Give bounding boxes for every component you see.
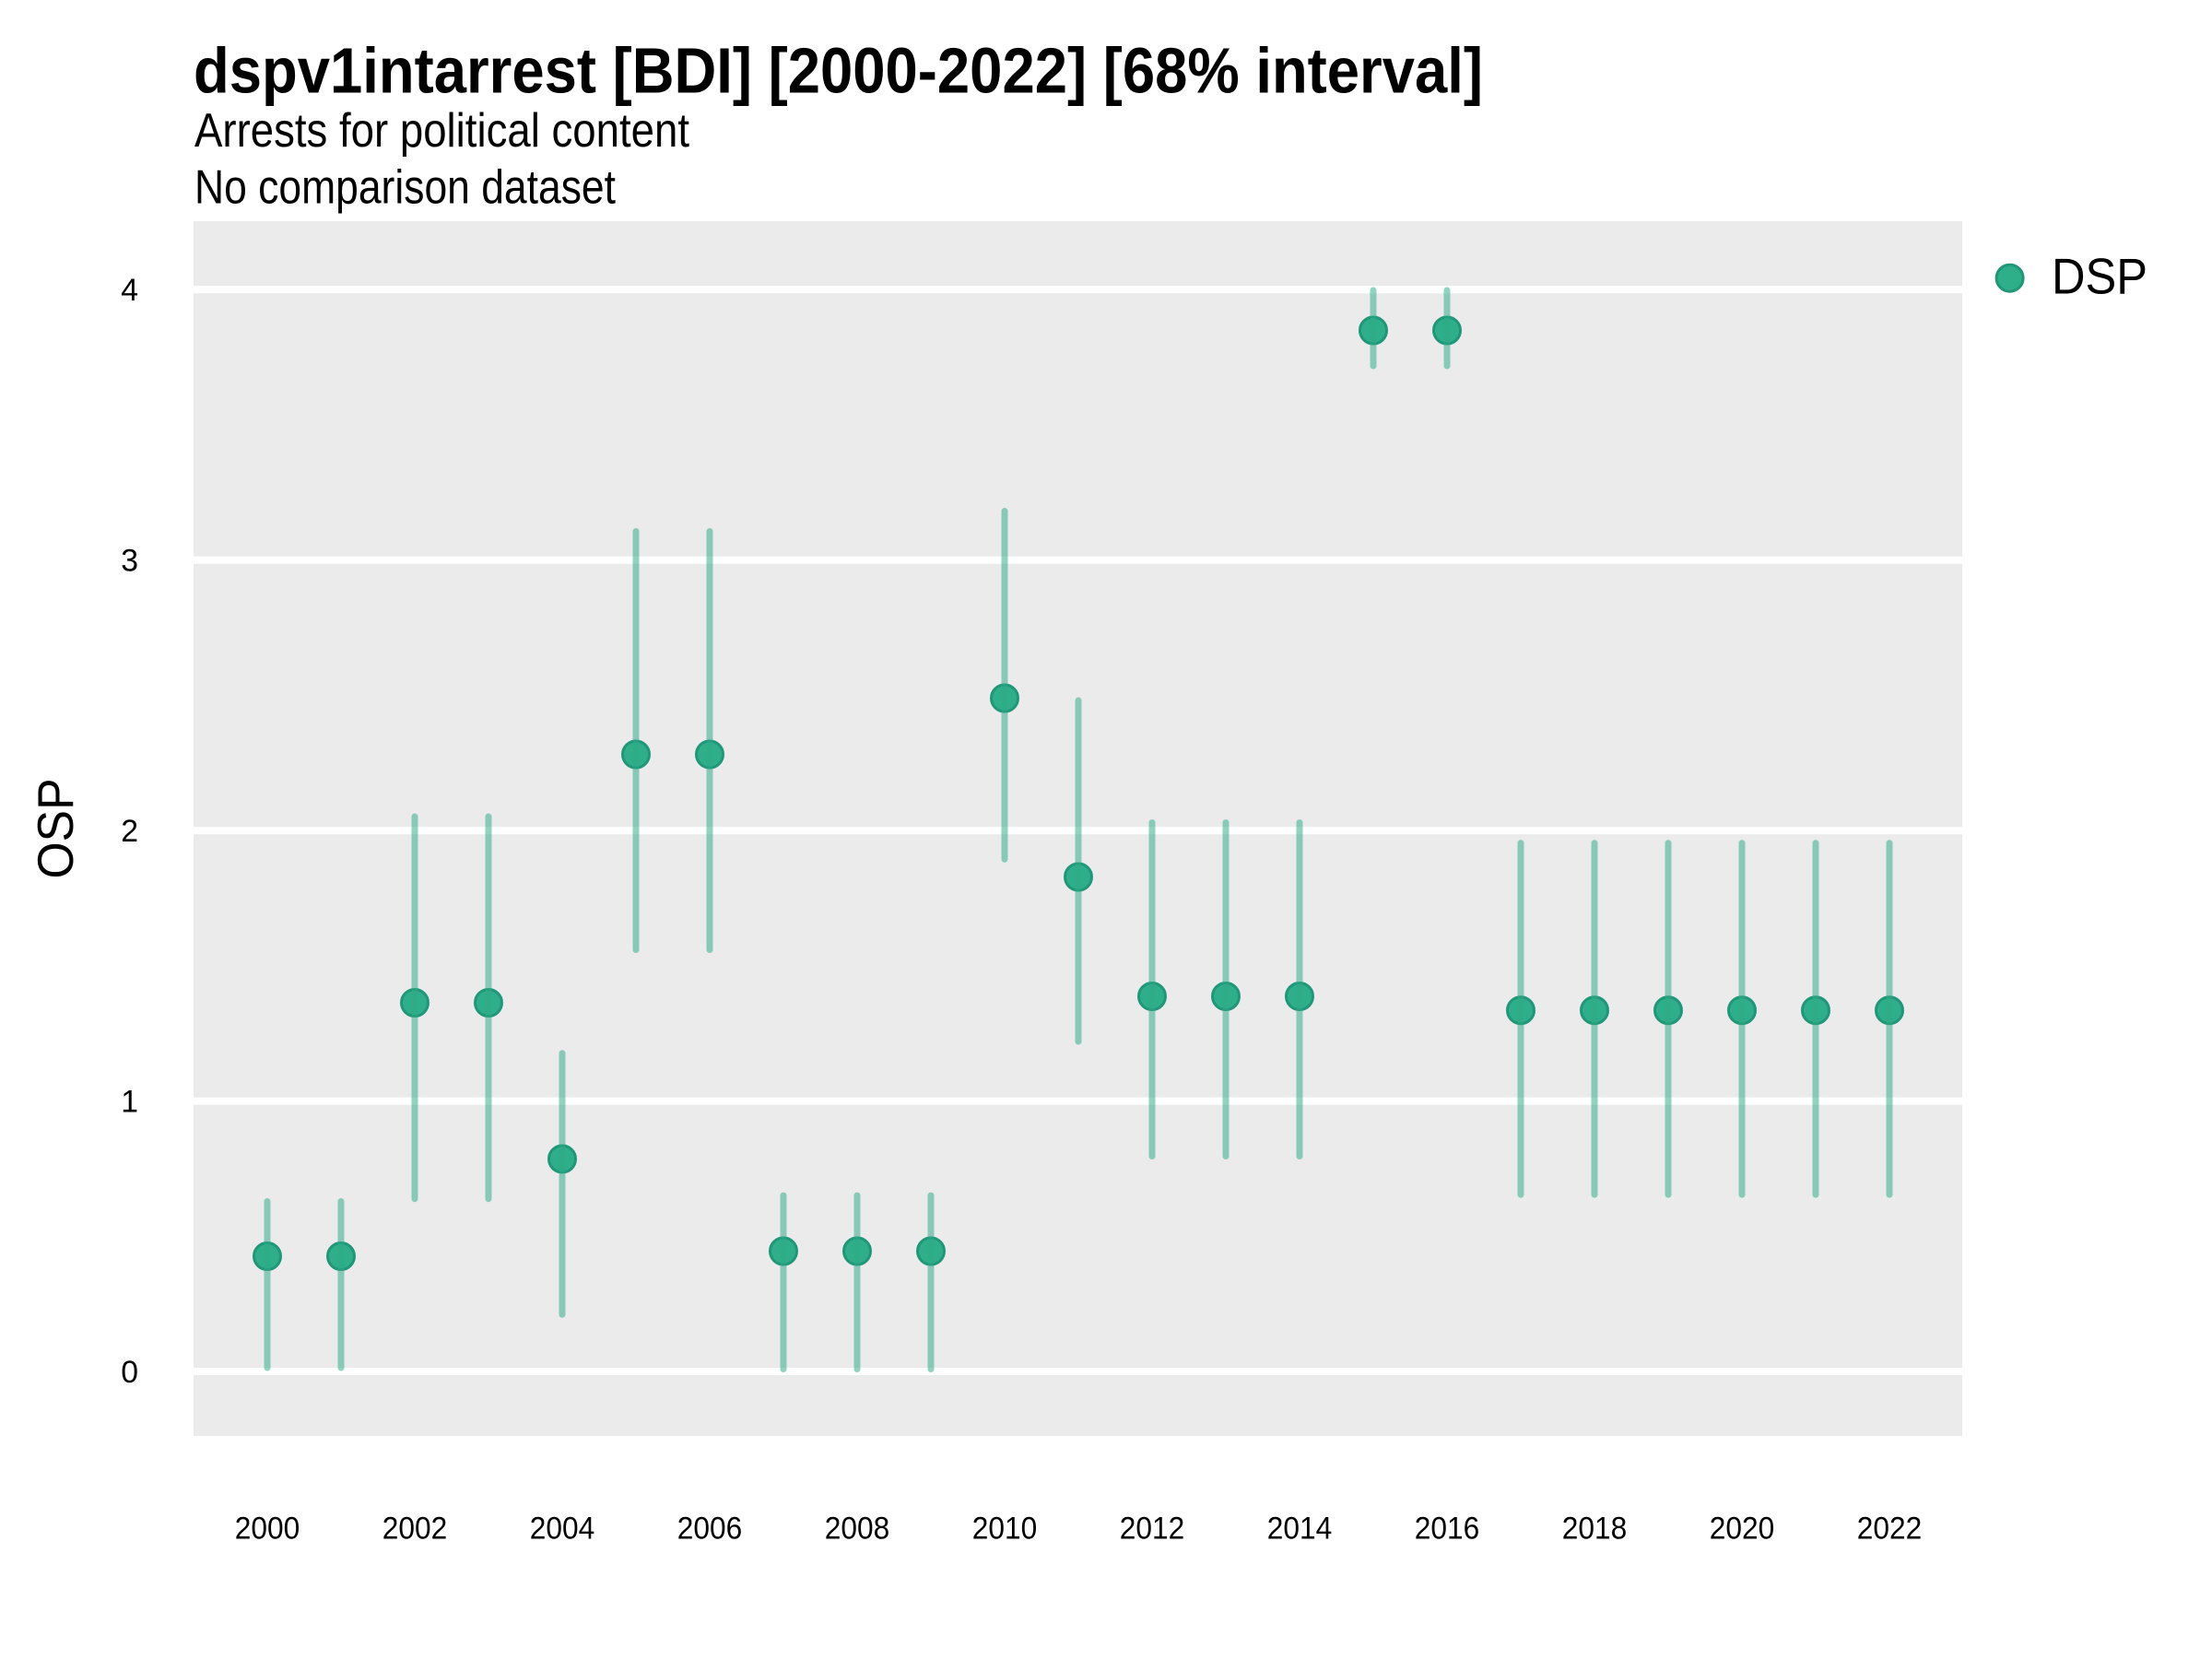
- svg-text:No comparison dataset: No comparison dataset: [194, 161, 616, 215]
- svg-text:2014: 2014: [1267, 1511, 1333, 1546]
- svg-text:2022: 2022: [1857, 1511, 1923, 1546]
- svg-text:2008: 2008: [825, 1511, 890, 1546]
- svg-text:2006: 2006: [677, 1511, 743, 1546]
- svg-text:2020: 2020: [1710, 1511, 1775, 1546]
- svg-text:2018: 2018: [1562, 1511, 1628, 1546]
- svg-text:2000: 2000: [235, 1511, 300, 1546]
- svg-text:2002: 2002: [382, 1511, 448, 1546]
- svg-text:Arrests for political content: Arrests for political content: [194, 104, 689, 158]
- svg-text:4: 4: [121, 273, 138, 308]
- svg-text:1: 1: [121, 1085, 138, 1120]
- svg-text:3: 3: [121, 544, 138, 579]
- svg-text:2016: 2016: [1415, 1511, 1480, 1546]
- svg-text:2010: 2010: [972, 1511, 1038, 1546]
- svg-text:2: 2: [121, 814, 138, 849]
- svg-text:0: 0: [121, 1355, 138, 1390]
- svg-text:2012: 2012: [1120, 1511, 1185, 1546]
- svg-text:DSP: DSP: [2052, 249, 2147, 305]
- svg-text:dspv1intarrest [BDI] [2000-202: dspv1intarrest [BDI] [2000-2022] [68% in…: [194, 35, 1483, 107]
- svg-text:OSP: OSP: [27, 779, 84, 879]
- svg-text:2004: 2004: [530, 1511, 595, 1546]
